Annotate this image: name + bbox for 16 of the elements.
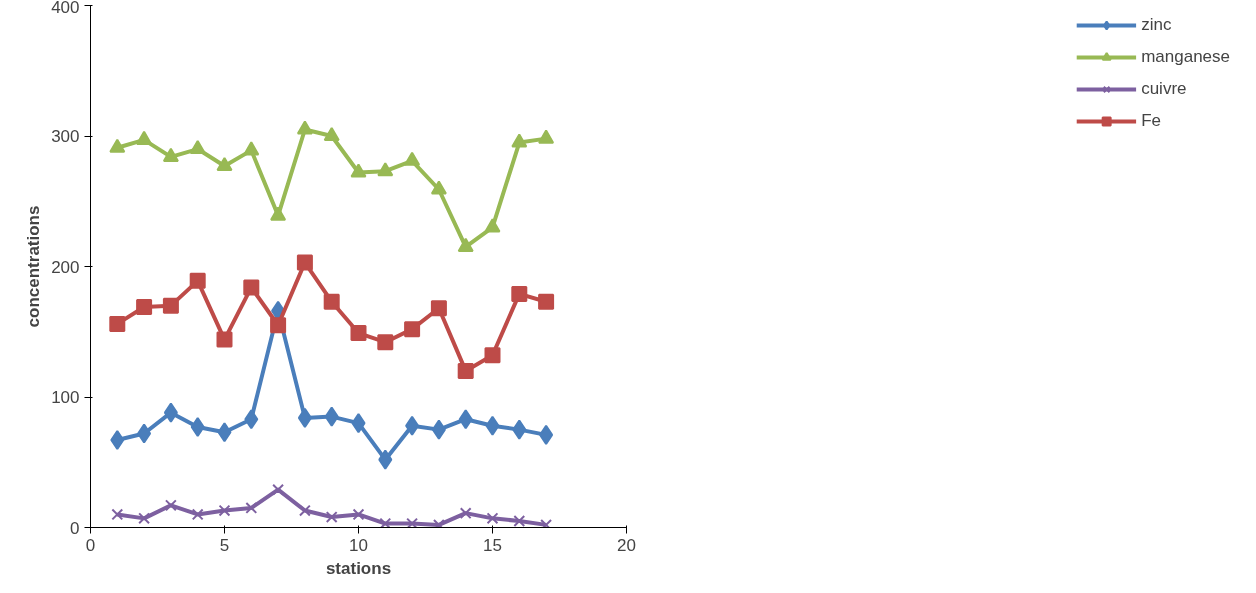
x-tick-label: 5	[219, 535, 230, 555]
y-tick-label: 0	[70, 518, 80, 538]
x-axis-title: stations	[325, 558, 392, 578]
x-tick-label: 15	[483, 535, 502, 555]
y-tick-label: 100	[51, 388, 80, 407]
x-tick-label: 10	[349, 535, 368, 555]
y-tick-label: 200	[51, 257, 80, 277]
x-tick-label: 0	[85, 535, 96, 555]
legend-label: manganese	[1141, 47, 1230, 67]
y-tick-label: 400	[51, 0, 80, 17]
legend-label: Fe	[1141, 111, 1162, 131]
legend-label: zinc	[1141, 15, 1172, 35]
y-axis-title: concentrations	[24, 205, 44, 328]
legend-label: cuivre	[1141, 79, 1187, 99]
y-tick-label: 300	[51, 127, 80, 146]
x-tick-label: 20	[617, 535, 636, 555]
